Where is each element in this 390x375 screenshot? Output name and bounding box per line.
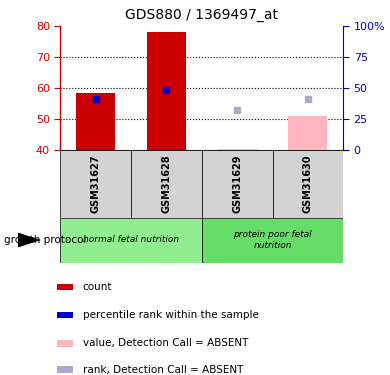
Bar bbox=[147, 33, 186, 150]
Text: growth protocol: growth protocol bbox=[4, 235, 86, 245]
Bar bbox=[273, 150, 343, 217]
Bar bbox=[57, 340, 73, 347]
Title: GDS880 / 1369497_at: GDS880 / 1369497_at bbox=[125, 9, 278, 22]
Bar bbox=[76, 93, 115, 150]
Text: percentile rank within the sample: percentile rank within the sample bbox=[83, 310, 259, 320]
Text: value, Detection Call = ABSENT: value, Detection Call = ABSENT bbox=[83, 339, 248, 348]
Text: normal fetal nutrition: normal fetal nutrition bbox=[83, 236, 179, 244]
Text: GSM31627: GSM31627 bbox=[91, 154, 101, 213]
Polygon shape bbox=[18, 232, 41, 248]
Text: count: count bbox=[83, 282, 112, 292]
Bar bbox=[60, 217, 202, 262]
Text: GSM31628: GSM31628 bbox=[161, 154, 172, 213]
Text: GSM31629: GSM31629 bbox=[232, 154, 242, 213]
Bar bbox=[57, 366, 73, 373]
Bar bbox=[131, 150, 202, 217]
Bar bbox=[57, 312, 73, 318]
Bar bbox=[218, 149, 257, 150]
Text: protein poor fetal
nutrition: protein poor fetal nutrition bbox=[233, 230, 312, 250]
Text: GSM31630: GSM31630 bbox=[303, 154, 313, 213]
Text: rank, Detection Call = ABSENT: rank, Detection Call = ABSENT bbox=[83, 364, 243, 375]
Bar bbox=[202, 217, 343, 262]
Bar bbox=[57, 284, 73, 290]
Bar bbox=[289, 116, 327, 150]
Bar bbox=[60, 150, 131, 217]
Bar bbox=[202, 150, 273, 217]
